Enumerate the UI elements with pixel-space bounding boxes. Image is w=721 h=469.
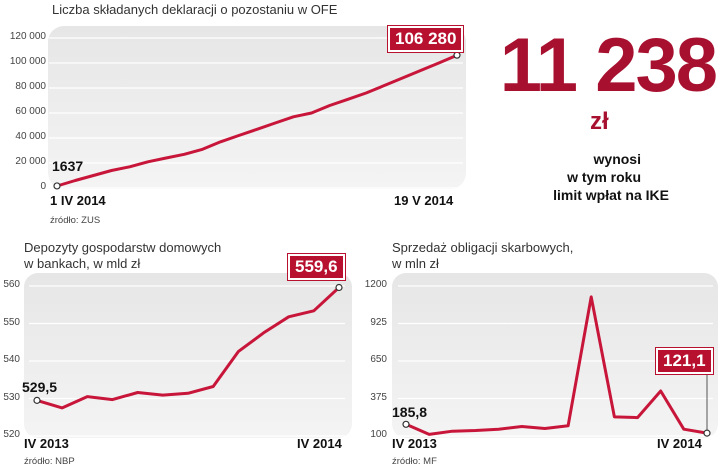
chart3-y-tick-label: 650 — [370, 354, 387, 365]
chart1-title: Liczba składanych deklaracji o pozostani… — [52, 2, 338, 17]
chart1-y-tick-label: 120 000 — [9, 31, 46, 42]
chart3-title-line1: Sprzedaż obligacji skarbowych, — [392, 240, 574, 255]
chart3-y-tick-label: 100 — [370, 429, 387, 440]
chart3-y-tick-label: 925 — [370, 316, 387, 328]
chart2-y-tick-label: 540 — [3, 354, 20, 365]
ike-limit-unit: zł — [590, 108, 609, 135]
chart2-y-tick-label: 530 — [3, 391, 20, 403]
chart3-end-point — [703, 429, 711, 437]
chart2-end-point — [335, 283, 343, 292]
chart3-end-badge: 121,1 — [656, 348, 713, 374]
chart1-start-label: 1637 — [52, 158, 84, 174]
chart1-y-tick-label: 100 000 — [9, 56, 46, 67]
chart3-start-label: 185,8 — [392, 404, 428, 420]
chart1-x-start: 1 IV 2014 — [50, 193, 106, 208]
chart3-y-tick-label: 1200 — [364, 279, 387, 290]
chart1-end-badge: 106 280 — [388, 26, 464, 52]
chart2-series-line — [35, 286, 341, 410]
chart2-source: źródło: NBP — [24, 456, 75, 467]
chart2-x-start: IV 2013 — [24, 436, 69, 451]
chart3-start-point — [402, 420, 410, 428]
chart1-y-tick-label: 40 000 — [15, 131, 46, 142]
chart3-x-end: IV 2014 — [657, 436, 702, 451]
chart3-panel — [392, 273, 718, 438]
chart3-source: źródło: MF — [392, 456, 437, 467]
chart1-series-line — [55, 53, 459, 188]
chart1-y-tick-label: 20 000 — [15, 156, 46, 167]
chart3-y-tick-label: 375 — [370, 391, 387, 403]
chart2-x-end: IV 2014 — [297, 436, 342, 451]
chart2-plot — [29, 283, 345, 437]
chart2-y-tick-label: 550 — [3, 316, 20, 328]
chart3-title-line2: w mln zł — [392, 256, 439, 271]
ike-caption-line1: wynosi — [593, 151, 641, 167]
ike-limit-value: 11 238 — [499, 23, 718, 108]
chart1-start-point — [53, 182, 61, 190]
chart2-y-tick-label: 560 — [3, 279, 20, 290]
chart2-y-tick-label: 520 — [3, 429, 20, 440]
chart3-plot — [398, 285, 713, 437]
chart3-series-line — [404, 295, 709, 436]
chart1-panel — [48, 26, 466, 189]
chart2-title-line1: Depozyty gospodarstw domowych — [24, 240, 222, 255]
ike-caption-line2: w tym roku — [567, 169, 641, 185]
chart2-start-point — [33, 396, 41, 404]
chart3-x-start: IV 2013 — [392, 436, 437, 451]
chart2-start-label: 529,5 — [22, 379, 58, 395]
chart1-x-end: 19 V 2014 — [394, 193, 454, 208]
chart1-y-tick-label: 0 — [40, 181, 46, 192]
chart1-y-tick-label: 60 000 — [15, 106, 46, 117]
chart2-title-line2: w bankach, w mld zł — [24, 256, 141, 271]
chart1-y-tick-label: 80 000 — [15, 81, 46, 92]
chart2-panel — [24, 273, 352, 438]
chart1-source: źródło: ZUS — [50, 215, 101, 226]
ike-caption-line3: limit wpłat na IKE — [553, 187, 669, 203]
chart2-end-badge: 559,6 — [288, 254, 345, 280]
chart1-end-point — [453, 51, 461, 59]
